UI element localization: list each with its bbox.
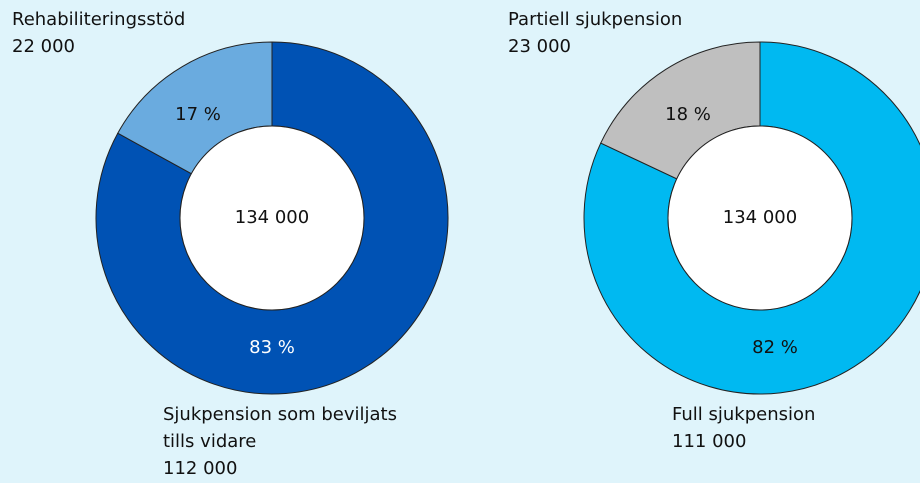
value-label: 17 % [175,104,221,125]
value-label: 83 % [249,337,295,358]
category-label: Partiell sjukpension [508,9,683,30]
count-label: 23 000 [508,36,571,57]
count-label: 22 000 [12,36,75,57]
count-label: 112 000 [163,458,238,479]
count-label: 111 000 [672,431,747,452]
value-label: 18 % [665,104,711,125]
category-label: Sjukpension som beviljats tills vidare [163,404,397,452]
hole [667,125,853,311]
category-label: Rehabiliteringsstöd [12,9,186,30]
category-label: Full sjukpension [672,404,816,425]
hole [179,125,365,311]
total-label: 134 000 [723,207,797,228]
value-label: 82 % [752,337,798,358]
total-label: 134 000 [235,207,309,228]
